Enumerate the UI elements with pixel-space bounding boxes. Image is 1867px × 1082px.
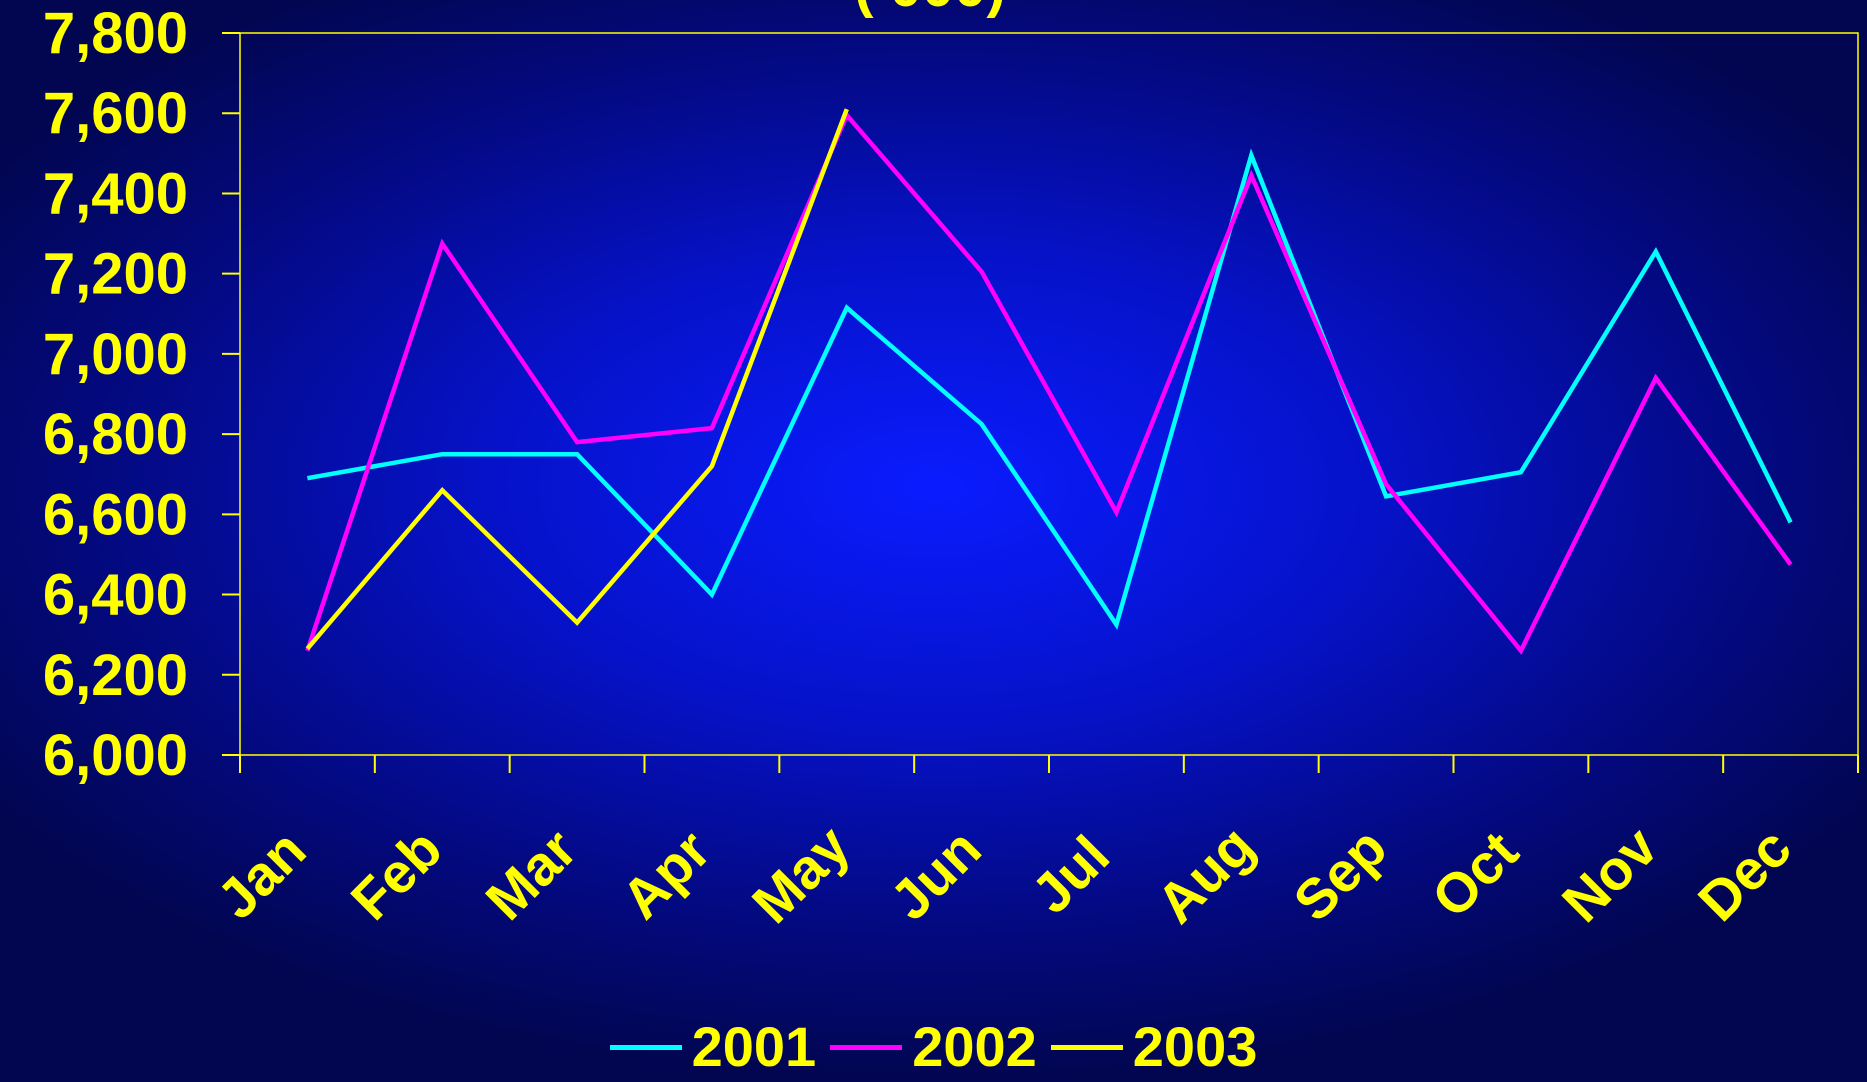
x-tick-label: Nov: [1550, 815, 1669, 934]
y-tick-label: 6,600: [43, 482, 188, 547]
legend-item-2001: 2001: [609, 1015, 817, 1078]
legend-label-2001: 2001: [691, 1015, 817, 1078]
y-tick-label: 7,600: [43, 81, 188, 146]
y-tick-label: 6,000: [43, 723, 188, 788]
legend-swatch-2003: [1050, 1044, 1123, 1050]
series-line-2001: [307, 148, 1793, 630]
y-tick-label: 6,400: [43, 563, 188, 628]
y-tick-label: 6,800: [43, 402, 188, 467]
x-tick-label: Oct: [1419, 819, 1530, 930]
y-tick-label: 7,400: [43, 161, 188, 226]
y-axis-labels: 6,000 6,200 6,400 6,600 6,800 7,000 7,200 7,400…: [43, 1, 188, 788]
x-tick-label: May: [740, 813, 862, 935]
legend-label-2003: 2003: [1132, 1015, 1258, 1078]
x-tick-label: Sep: [1281, 816, 1398, 933]
legend-item-2003: 2003: [1050, 1015, 1258, 1078]
series-line-2003: [305, 108, 849, 651]
legend-item-2002: 2002: [830, 1019, 1037, 1075]
x-tick-label: Jun: [878, 817, 993, 932]
legend-label-2002: 2002: [912, 1015, 1037, 1078]
x-axis-labels: Jan Feb Mar Apr May Jun Jul Aug Sep Oct Nov Dec: [205, 813, 1803, 935]
chart-title: (’000): [854, 0, 1006, 19]
y-tick-label: 7,000: [43, 322, 188, 387]
x-tick-label: Aug: [1144, 813, 1266, 935]
y-tick-label: 7,800: [43, 1, 188, 66]
x-tick-label: Apr: [609, 818, 722, 931]
series-line-2002: [305, 111, 1793, 655]
y-tick-label: 6,200: [43, 643, 188, 708]
legend-swatch-2002: [830, 1044, 903, 1050]
x-tick-label: Jul: [1019, 823, 1121, 925]
legend-swatch-2001: [609, 1044, 682, 1050]
legend: 2001 2002 2003: [0, 1012, 1867, 1082]
x-tick-label: Jan: [205, 818, 318, 931]
x-tick-label: Mar: [473, 817, 588, 932]
x-tick-label: Dec: [1686, 816, 1803, 933]
chart-axes: [222, 32, 1859, 773]
y-tick-label: 7,200: [43, 242, 188, 307]
x-tick-label: Feb: [339, 817, 454, 932]
series-lines: [305, 108, 1793, 655]
